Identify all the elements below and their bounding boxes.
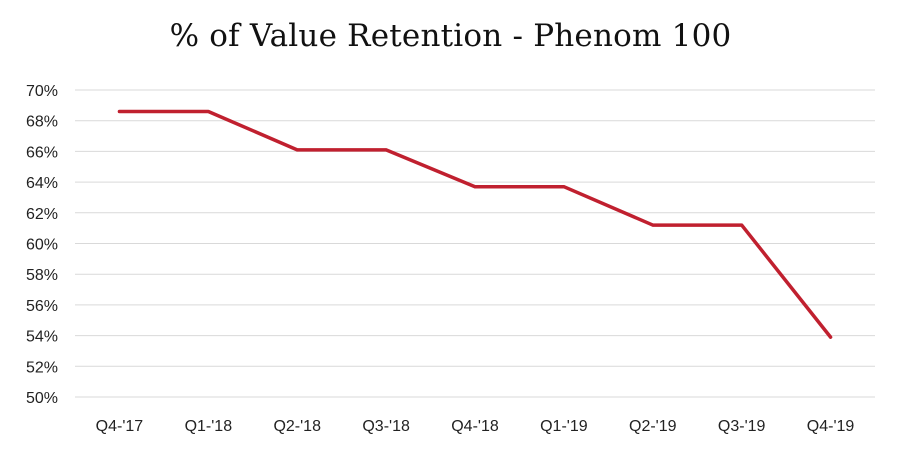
- data-point: [829, 335, 833, 339]
- data-point: [740, 223, 744, 227]
- x-tick-label: Q4-'17: [96, 418, 144, 435]
- data-point: [117, 109, 121, 113]
- x-tick-label: Q3-'19: [718, 418, 766, 435]
- y-tick-label: 60%: [26, 237, 58, 254]
- data-point: [562, 185, 566, 189]
- series-layer: [117, 109, 833, 339]
- gridlines: [75, 89, 875, 398]
- y-tick-label: 50%: [26, 390, 58, 407]
- data-point: [473, 185, 477, 189]
- x-axis-tick-labels: Q4-'17 Q1-'18 Q2-'18 Q3-'18 Q4-'18 Q1-'19 Q2-'…: [96, 418, 855, 435]
- y-tick-label: 66%: [26, 144, 58, 161]
- chart-title: % of Value Retention - Phenom 100: [169, 18, 732, 54]
- y-tick-label: 70%: [26, 83, 58, 100]
- data-point: [384, 148, 388, 152]
- x-tick-label: Q4-'19: [807, 418, 855, 435]
- x-tick-label: Q1-'18: [185, 418, 233, 435]
- data-point: [206, 109, 210, 113]
- series-line: [117, 109, 833, 339]
- y-tick-label: 68%: [26, 114, 58, 131]
- y-tick-label: 58%: [26, 267, 58, 284]
- x-tick-label: Q4-'18: [451, 418, 499, 435]
- x-tick-label: Q1-'19: [540, 418, 588, 435]
- y-tick-label: 62%: [26, 206, 58, 223]
- data-point: [295, 148, 299, 152]
- x-tick-label: Q2-'18: [273, 418, 321, 435]
- y-tick-label: 52%: [26, 359, 58, 376]
- y-tick-label: 64%: [26, 175, 58, 192]
- x-tick-label: Q2-'19: [629, 418, 677, 435]
- y-axis-tick-labels: 50% 52% 54% 56% 58% 60% 62% 64% 66% 68% 70%: [26, 83, 58, 407]
- data-point: [651, 223, 655, 227]
- x-tick-label: Q3-'18: [362, 418, 410, 435]
- y-tick-label: 56%: [26, 298, 58, 315]
- y-tick-label: 54%: [26, 329, 58, 346]
